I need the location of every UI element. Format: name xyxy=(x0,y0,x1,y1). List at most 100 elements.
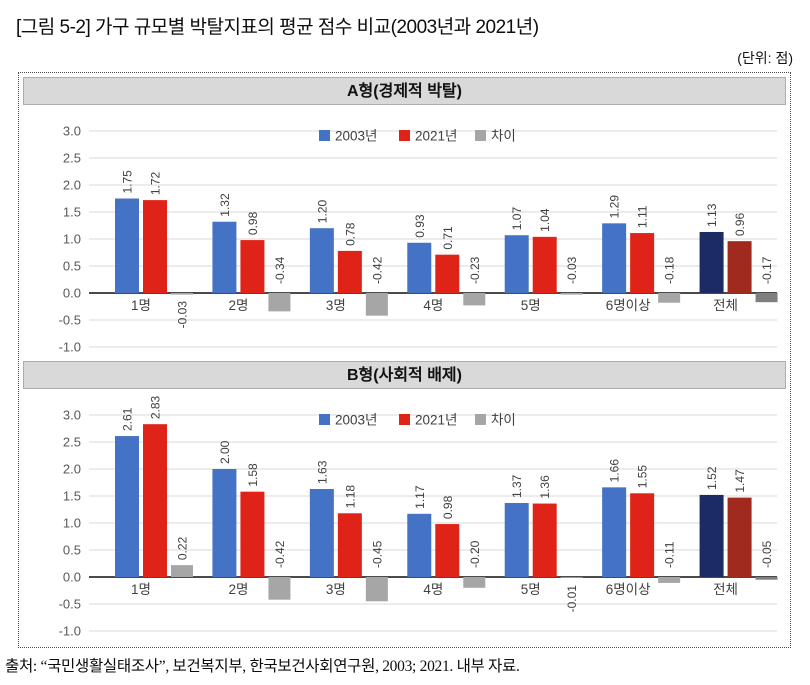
category-label: 4명 xyxy=(423,298,443,313)
category-label: 전체 xyxy=(713,298,738,313)
value-label: 2.61 xyxy=(121,407,135,431)
bar xyxy=(268,293,291,312)
category-label: 1명 xyxy=(131,298,151,313)
bar xyxy=(727,241,752,293)
bar xyxy=(658,577,681,583)
bar xyxy=(240,240,265,293)
legend-label: 2003년 xyxy=(335,129,377,144)
value-label: 0.98 xyxy=(441,495,455,519)
bar xyxy=(365,293,388,316)
y-tick-label: -0.5 xyxy=(59,313,81,328)
bar xyxy=(309,488,334,577)
value-label: 1.07 xyxy=(510,207,524,231)
value-label: 2.00 xyxy=(218,440,232,464)
bar xyxy=(171,565,193,577)
legend-swatch xyxy=(399,414,410,425)
value-label: 1.32 xyxy=(218,193,232,217)
value-label: 0.71 xyxy=(441,226,455,250)
value-label: -0.23 xyxy=(468,256,482,284)
legend-label: 2021년 xyxy=(415,129,457,144)
value-label: -0.42 xyxy=(273,540,287,568)
chart-a-plot: 3.0 2.5 2.0 1.5 1.0 0.5 0.0 -0.5 -1.0 2003년 2021년 차… xyxy=(19,105,790,357)
page-title: [그림 5-2] 가구 규모별 박탈지표의 평균 점수 비교(2003년과 20… xyxy=(16,17,539,38)
value-label: -0.05 xyxy=(760,540,774,568)
value-label: 1.63 xyxy=(315,460,329,484)
legend-label: 2021년 xyxy=(415,413,457,428)
value-label: 1.58 xyxy=(246,463,260,487)
value-label: 0.93 xyxy=(413,214,427,238)
value-label: 2.83 xyxy=(149,395,163,419)
legend-swatch xyxy=(475,130,486,141)
legend-swatch xyxy=(475,414,486,425)
y-tick-label: 0.0 xyxy=(63,570,81,585)
bar xyxy=(658,293,681,303)
category-label: 5명 xyxy=(521,582,541,597)
bar xyxy=(143,200,167,293)
y-tick-label: -0.5 xyxy=(59,597,81,612)
value-label: 1.75 xyxy=(121,170,135,194)
value-label: 1.37 xyxy=(510,474,524,498)
bar xyxy=(727,497,752,577)
category-label: 2명 xyxy=(228,298,248,313)
unit-label: (단위: 점) xyxy=(737,50,793,66)
y-tick-label: 0.0 xyxy=(63,286,81,301)
value-label: 0.98 xyxy=(246,211,260,235)
value-label: 1.52 xyxy=(705,466,719,490)
value-label: 1.17 xyxy=(413,485,427,509)
bar xyxy=(560,577,583,578)
y-tick-label: 2.5 xyxy=(63,151,81,166)
legend-label: 2003년 xyxy=(335,413,377,428)
bar xyxy=(212,221,237,293)
value-label: -0.34 xyxy=(273,256,287,284)
value-label: 0.22 xyxy=(176,536,190,560)
y-tick-label: 1.0 xyxy=(63,232,81,247)
bar xyxy=(602,487,627,577)
bar xyxy=(532,503,557,577)
category-label: 전체 xyxy=(713,582,738,597)
bar xyxy=(463,577,486,588)
value-label: 1.72 xyxy=(149,171,163,195)
bar xyxy=(212,469,237,577)
category-label: 2명 xyxy=(228,582,248,597)
category-label: 6명이상 xyxy=(606,298,651,313)
legend-swatch xyxy=(399,130,410,141)
bar xyxy=(463,293,486,306)
legend-swatch xyxy=(319,414,330,425)
value-label: 1.04 xyxy=(538,208,552,232)
source-note: 출처: “국민생활실태조사”, 보건복지부, 한국보건사회연구원, 2003; … xyxy=(5,658,520,675)
bar xyxy=(699,494,724,577)
value-label: 1.66 xyxy=(608,459,622,483)
value-label: 1.13 xyxy=(705,203,719,227)
y-tick-label: 2.5 xyxy=(63,435,81,450)
y-tick-label: 1.5 xyxy=(63,205,81,220)
value-label: 1.55 xyxy=(636,465,650,489)
chart-plot-svg: 3.0 2.5 2.0 1.5 1.0 0.5 0.0 -0.5 -1.0 2003년 2021년 차… xyxy=(59,124,778,355)
value-label: -0.20 xyxy=(468,540,482,568)
bar xyxy=(755,577,778,580)
bar xyxy=(504,503,529,577)
value-label: -0.03 xyxy=(565,256,579,284)
bar xyxy=(115,198,139,293)
chart-b-header: B형(사회적 배제) xyxy=(23,361,786,389)
bar xyxy=(532,236,557,293)
chart-b-plot: 3.0 2.5 2.0 1.5 1.0 0.5 0.0 -0.5 -1.0 2003년 2021년 차… xyxy=(19,389,790,641)
value-label: -0.18 xyxy=(663,256,677,284)
bar xyxy=(309,228,334,293)
y-tick-label: 2.0 xyxy=(63,178,81,193)
bar xyxy=(630,233,655,293)
legend-label: 차이 xyxy=(491,413,516,428)
bar xyxy=(407,513,432,577)
bar xyxy=(755,293,778,303)
value-label: 1.29 xyxy=(608,195,622,219)
bar xyxy=(171,293,193,295)
bar xyxy=(337,513,362,577)
value-label: 0.78 xyxy=(343,222,357,246)
y-tick-label: -1.0 xyxy=(59,624,81,639)
bar xyxy=(115,436,139,577)
bar xyxy=(365,577,388,602)
value-label: -0.17 xyxy=(760,256,774,284)
value-label: -0.03 xyxy=(176,301,190,329)
value-label: 1.20 xyxy=(315,200,329,224)
bar xyxy=(268,577,291,600)
legend-swatch xyxy=(319,130,330,141)
